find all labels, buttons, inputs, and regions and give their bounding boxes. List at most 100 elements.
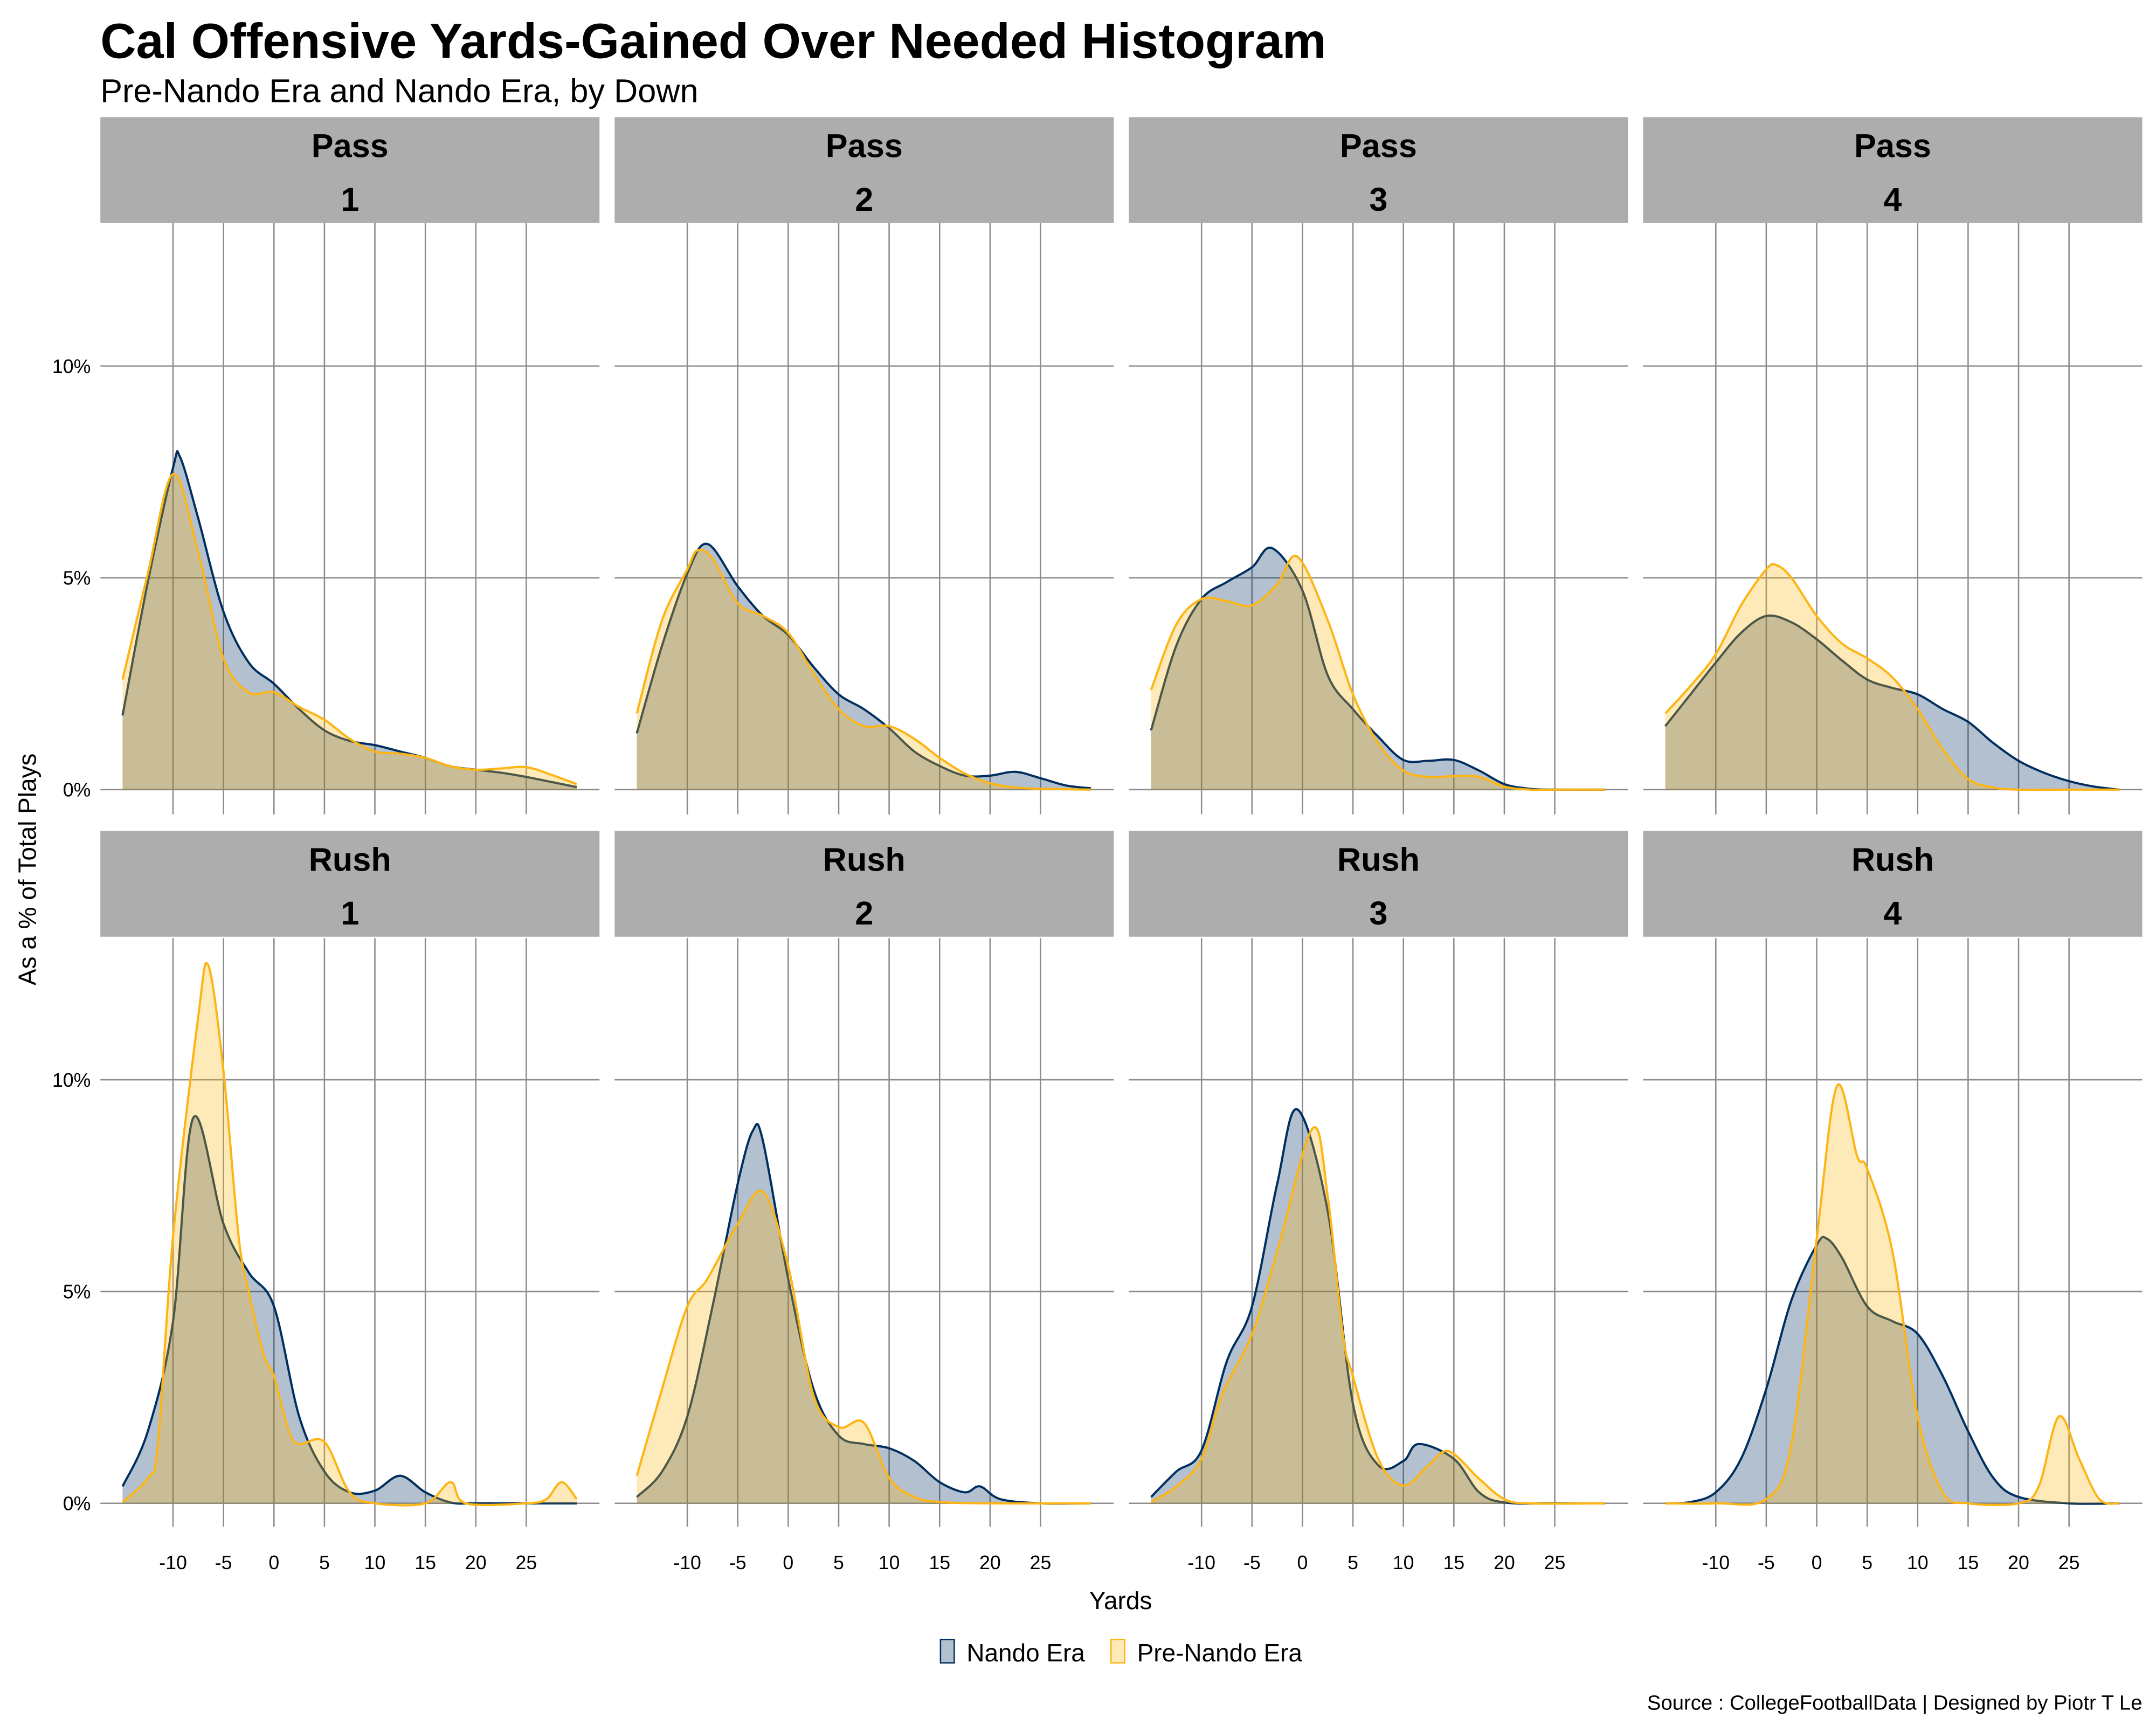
strip-play-type: Pass <box>1340 127 1417 164</box>
panel-rush-3: Rush 3 <box>1129 831 1628 1527</box>
x-tick-label: 10 <box>364 1552 386 1574</box>
panel-rush-2: Rush 2 <box>614 831 1114 1527</box>
x-tick-label: 10 <box>879 1552 900 1574</box>
x-tick-label: 0 <box>268 1552 279 1574</box>
x-tick-label: 0 <box>1297 1552 1308 1574</box>
density-area-nando <box>637 543 1091 790</box>
x-tick-label: 0 <box>1812 1552 1822 1574</box>
x-tick-label: 20 <box>465 1552 487 1574</box>
x-tick-label: 15 <box>929 1552 950 1574</box>
x-tick-label: 20 <box>1494 1552 1515 1574</box>
x-tick-label: 15 <box>1443 1552 1464 1574</box>
density-area-nando <box>637 1124 1091 1504</box>
x-tick-label: 15 <box>414 1552 436 1574</box>
strip-down: 2 <box>855 895 873 932</box>
x-tick-label: -5 <box>729 1552 747 1574</box>
facet-strip <box>100 831 600 937</box>
x-tick-label: 20 <box>2008 1552 2029 1574</box>
density-area-nando <box>122 451 577 790</box>
facet-strip <box>1129 117 1628 223</box>
legend-label-nando: Nando Era <box>966 1639 1085 1667</box>
strip-play-type: Pass <box>826 127 903 164</box>
y-tick-labels: 0% 5% 10% 0% 5% 10% <box>52 356 91 1515</box>
y-tick-label: 10% <box>52 1070 91 1091</box>
x-tick-label: 25 <box>1544 1552 1566 1574</box>
density-area-pre-nando <box>637 549 1091 790</box>
strip-down: 4 <box>1883 895 1902 932</box>
x-tick-label: 5 <box>1862 1552 1872 1574</box>
density-area-nando <box>122 1116 577 1504</box>
density-area-pre-nando <box>1151 555 1606 790</box>
x-tick-label: -5 <box>1758 1552 1775 1574</box>
strip-play-type: Rush <box>309 841 391 878</box>
y-tick-label: 0% <box>63 1493 91 1515</box>
x-tick-labels: -10 -5 0 5 10 15 20 25 -10 -5 0 5 10 15 20 25 -10 -5 0 5 10 1… <box>159 1552 2079 1574</box>
x-tick-label: -10 <box>673 1552 701 1574</box>
x-axis-title: Yards <box>1089 1586 1152 1614</box>
density-area-nando <box>1151 547 1606 790</box>
strip-play-type: Rush <box>823 841 906 878</box>
x-tick-label: -5 <box>215 1552 232 1574</box>
density-line-nando <box>121 1115 577 1505</box>
density-area-nando <box>1151 1109 1606 1504</box>
legend-key-pre-nando <box>1110 1639 1126 1664</box>
x-tick-label: 25 <box>516 1552 537 1574</box>
density-line-nando <box>1150 546 1606 791</box>
source-caption: Source : CollegeFootballData | Designed … <box>1647 1691 2143 1714</box>
panel-pass-3: Pass 3 <box>1129 117 1628 815</box>
legend-key-nando <box>939 1639 955 1664</box>
strip-down: 1 <box>341 895 359 932</box>
legend-label-pre-nando: Pre-Nando Era <box>1137 1639 1303 1667</box>
strip-play-type: Pass <box>1854 127 1931 164</box>
panel-rush-4: Rush 4 <box>1643 831 2143 1527</box>
x-tick-label: 10 <box>1393 1552 1414 1574</box>
density-line-pre-nando <box>121 473 577 785</box>
density-line-pre-nando <box>122 962 578 1507</box>
x-tick-label: 25 <box>1030 1552 1052 1574</box>
strip-play-type: Rush <box>1337 841 1420 878</box>
chart-subtitle: Pre-Nando Era and Nando Era, by Down <box>100 72 698 109</box>
x-tick-label: 5 <box>319 1552 330 1574</box>
x-tick-label: 0 <box>783 1552 793 1574</box>
panel-rush-1: Rush 1 <box>100 831 600 1527</box>
density-area-pre-nando <box>1665 564 2120 790</box>
legend: Nando Era Pre-Nando Era <box>939 1639 1303 1667</box>
strip-down: 2 <box>855 181 873 218</box>
y-tick-label: 5% <box>63 1281 91 1303</box>
facet-strip <box>100 117 600 223</box>
density-line-nando <box>1664 614 2120 791</box>
strip-play-type: Pass <box>312 127 389 164</box>
density-line-pre-nando <box>1150 1126 1606 1505</box>
density-line-nando <box>635 542 1091 790</box>
facet-panels: Pass 1 Pass 2 Pass 3 Pass 4 Rush 1 Rush 2 Rush 3 Rush 4 <box>100 117 2143 1527</box>
density-area-nando <box>1665 615 2120 790</box>
facet-strip <box>1643 831 2143 937</box>
density-area-pre-nando <box>1665 1084 2120 1506</box>
facet-strip <box>614 831 1114 937</box>
x-tick-label: -10 <box>1702 1552 1730 1574</box>
density-line-nando <box>1665 1236 2120 1505</box>
facet-strip <box>1129 831 1628 937</box>
density-line-pre-nando <box>1665 1083 2120 1507</box>
facet-strip <box>1643 117 2143 223</box>
x-tick-label: 10 <box>1907 1552 1929 1574</box>
x-tick-label: -10 <box>159 1552 187 1574</box>
y-tick-label: 5% <box>63 568 91 589</box>
density-area-pre-nando <box>637 1190 1091 1503</box>
strip-down: 3 <box>1369 181 1387 218</box>
x-tick-label: -5 <box>1243 1552 1261 1574</box>
panel-pass-2: Pass 2 <box>614 117 1114 815</box>
density-area-pre-nando <box>1151 1127 1606 1504</box>
strip-down: 3 <box>1369 895 1387 932</box>
density-area-pre-nando <box>122 474 577 790</box>
x-tick-label: 5 <box>833 1552 844 1574</box>
y-tick-label: 0% <box>63 779 91 801</box>
y-axis-title: As a % of Total Plays <box>13 754 41 985</box>
density-area-pre-nando <box>122 963 577 1506</box>
strip-play-type: Rush <box>1851 841 1934 878</box>
y-tick-label: 10% <box>52 356 91 377</box>
facet-strip <box>614 117 1114 223</box>
x-tick-label: 15 <box>1958 1552 1979 1574</box>
density-line-pre-nando <box>635 1190 1091 1505</box>
